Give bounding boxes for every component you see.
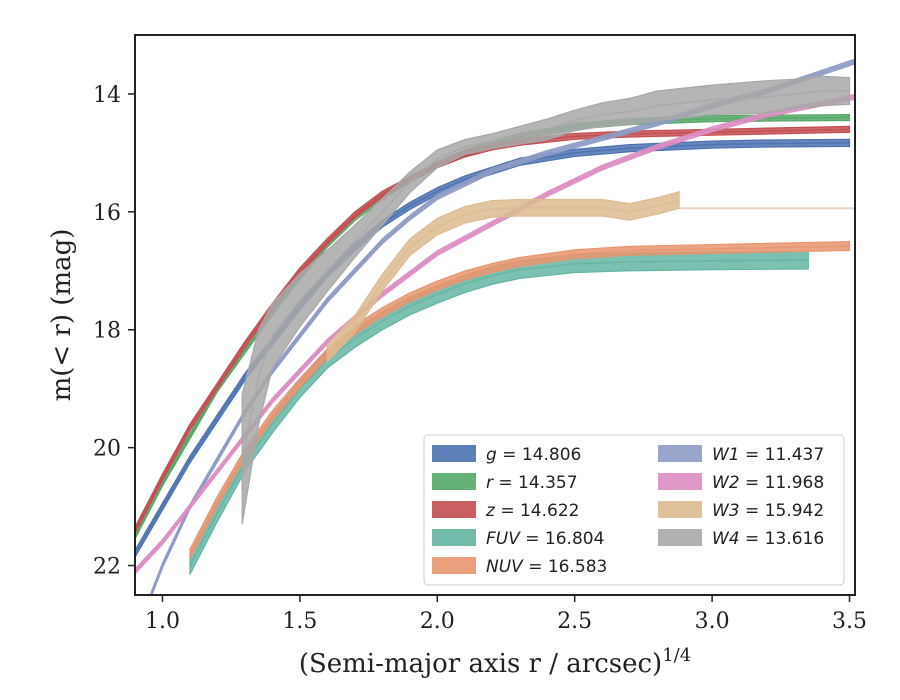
x-tick-label: 3.0 — [695, 609, 730, 634]
x-axis: 1.0 1.5 2.0 2.5 3.0 3.5 — [145, 595, 867, 634]
legend-swatch-r — [432, 473, 476, 490]
series-line-NUV — [189, 245, 850, 555]
series-line-W4 — [241, 90, 850, 460]
x-tick-label: 2.0 — [420, 609, 455, 634]
legend-label-W1: W1 = 11.437 — [712, 445, 824, 465]
legend-label-W3: W3 = 15.942 — [712, 501, 824, 521]
y-tick-label: 20 — [93, 437, 121, 462]
legend-swatch-W3 — [658, 501, 702, 518]
legend-swatch-NUV — [432, 557, 476, 574]
x-axis-label-text: (Semi-major axis r / arcsec) — [299, 649, 662, 679]
x-tick-label: 3.5 — [832, 609, 867, 634]
series-line-FUV — [189, 259, 809, 566]
series-line-W2 — [135, 96, 855, 572]
legend-swatch-W4 — [658, 529, 702, 546]
series-line-W1 — [150, 60, 855, 595]
legend-swatch-W1 — [658, 445, 702, 462]
series-band-W2 — [135, 93, 855, 575]
legend-swatch-g — [432, 445, 476, 462]
y-tick-label: 14 — [93, 83, 121, 108]
legend-swatch-W2 — [658, 473, 702, 490]
y-tick-label: 16 — [93, 201, 121, 226]
legend-label-W2: W2 = 11.968 — [712, 473, 824, 493]
series-line-g — [135, 142, 850, 555]
x-axis-label: (Semi-major axis r / arcsec)1/4 — [299, 645, 691, 679]
series-line-W3 — [326, 199, 680, 354]
legend-label-g: g = 14.806 — [486, 445, 581, 465]
y-axis: 14 16 18 20 22 — [93, 83, 135, 580]
legend: g = 14.806 r = 14.357 z = 14.622 FUV = 16.8… — [423, 434, 845, 586]
x-tick-label: 2.5 — [557, 609, 592, 634]
legend-swatch-FUV — [432, 529, 476, 546]
legend-label-z: z = 14.622 — [485, 501, 579, 521]
legend-swatch-z — [432, 501, 476, 518]
x-tick-label: 1.5 — [282, 609, 317, 634]
series-band-W1 — [149, 58, 855, 595]
series-band-W4 — [241, 75, 851, 525]
y-tick-label: 18 — [93, 319, 121, 344]
legend-label-r: r = 14.357 — [486, 473, 578, 493]
legend-label-NUV: NUV = 16.583 — [486, 557, 607, 577]
x-tick-label: 1.0 — [145, 609, 180, 634]
legend-box — [423, 434, 845, 586]
x-axis-label-exponent: 1/4 — [662, 645, 691, 666]
y-axis-label: m(< r) (mag) — [47, 229, 77, 402]
y-tick-label: 22 — [93, 555, 121, 580]
plot-frame — [134, 34, 856, 596]
series-layer — [135, 58, 855, 595]
legend-label-W4: W4 = 13.616 — [712, 529, 824, 549]
legend-label-FUV: FUV = 16.804 — [486, 529, 604, 549]
